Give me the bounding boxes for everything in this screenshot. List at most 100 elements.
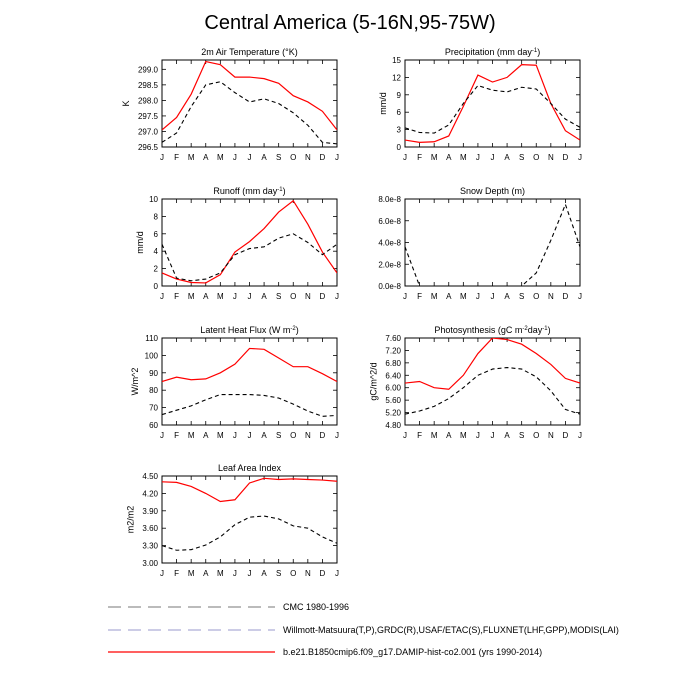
chart-panel: Precipitation (mm day-1)J F M A M J J A S O N D J036… — [378, 47, 582, 162]
model-series-line — [162, 199, 337, 284]
observed-series-line — [405, 202, 580, 286]
chart-panel: Snow Depth (m)J F M A M J J A S O N D J0.0e-82.0e-84… — [378, 186, 582, 301]
y-tick-label: 4.20 — [142, 489, 158, 498]
x-tick-label: M — [460, 292, 467, 301]
legend-label: b.e21.B1850cmip6.f09_g17.DAMIP-hist-co2.… — [283, 647, 542, 657]
x-tick-label: D — [320, 292, 326, 301]
y-tick-label: 299.0 — [138, 65, 159, 74]
x-tick-label: A — [261, 292, 267, 301]
panel-title: Leaf Area Index — [218, 463, 282, 473]
x-tick-label: J — [160, 292, 164, 301]
plot-frame — [404, 198, 581, 287]
x-tick-label: M — [217, 569, 224, 578]
x-tick-label: O — [290, 153, 296, 162]
x-tick-label: J — [578, 292, 582, 301]
y-tick-label: 2.0e-8 — [378, 260, 401, 269]
y-axis-label: mm/d — [378, 92, 388, 115]
x-tick-label: S — [276, 569, 281, 578]
y-axis-label: K — [121, 100, 131, 106]
y-tick-label: 6.80 — [385, 359, 401, 368]
x-tick-label: A — [261, 153, 267, 162]
x-tick-label: M — [460, 431, 467, 440]
x-tick-label: J — [335, 431, 339, 440]
x-tick-label: J — [160, 431, 164, 440]
y-tick-label: 3.90 — [142, 507, 158, 516]
x-tick-label: A — [446, 292, 452, 301]
x-tick-label: M — [188, 569, 195, 578]
x-tick-label: F — [417, 153, 422, 162]
x-tick-label: A — [261, 431, 267, 440]
legend-label: CMC 1980-1996 — [283, 602, 349, 612]
x-tick-label: A — [504, 431, 510, 440]
y-tick-label: 296.5 — [138, 143, 159, 152]
y-axis-label: gC/m^2/d — [369, 362, 379, 400]
y-tick-label: 297.5 — [138, 112, 159, 121]
x-tick-label: N — [548, 153, 554, 162]
panels: 2m Air Temperature (°K)J F M A M J J A S O N D J296.… — [121, 47, 582, 578]
y-tick-label: 0 — [397, 143, 402, 152]
y-tick-label: 8.0e-8 — [378, 195, 401, 204]
panel-title: Latent Heat Flux (W m-2) — [200, 325, 298, 335]
x-tick-label: A — [504, 292, 510, 301]
x-tick-label: J — [335, 569, 339, 578]
x-tick-label: J — [491, 292, 495, 301]
x-tick-label: A — [446, 153, 452, 162]
legend: CMC 1980-1996 Willmott-Matsuura(T,P),GRDC… — [108, 602, 619, 657]
y-tick-label: 110 — [145, 334, 158, 343]
x-tick-label: J — [335, 153, 339, 162]
x-tick-label: S — [519, 153, 524, 162]
x-tick-label: D — [563, 292, 569, 301]
y-tick-label: 2 — [154, 265, 159, 274]
panel-title: Photosynthesis (gC m-2day-1) — [434, 325, 550, 335]
x-tick-label: O — [290, 569, 296, 578]
x-tick-label: S — [276, 153, 281, 162]
y-tick-label: 297.0 — [138, 127, 159, 136]
x-tick-label: D — [563, 153, 569, 162]
x-tick-label: N — [548, 431, 554, 440]
y-tick-label: 3 — [397, 126, 402, 135]
x-tick-label: J — [248, 569, 252, 578]
y-tick-label: 6 — [397, 108, 402, 117]
plot-frame — [161, 475, 338, 564]
model-series-line — [405, 338, 580, 390]
x-tick-label: D — [563, 431, 569, 440]
x-tick-label: J — [160, 153, 164, 162]
x-tick-label: M — [460, 153, 467, 162]
x-tick-label: J — [248, 292, 252, 301]
y-tick-label: 12 — [392, 73, 401, 82]
panel-title: 2m Air Temperature (°K) — [201, 47, 297, 57]
x-tick-label: J — [233, 569, 237, 578]
y-tick-label: 298.5 — [138, 81, 159, 90]
y-tick-label: 100 — [145, 351, 159, 360]
x-tick-label: F — [174, 292, 179, 301]
model-series-line — [162, 60, 337, 131]
y-tick-label: 4.80 — [385, 421, 401, 430]
x-tick-label: N — [305, 292, 311, 301]
x-tick-label: D — [320, 431, 326, 440]
plot-frame — [404, 337, 581, 426]
x-tick-label: F — [417, 431, 422, 440]
x-tick-label: A — [203, 431, 209, 440]
y-tick-label: 15 — [392, 56, 401, 65]
x-tick-label: A — [203, 569, 209, 578]
x-tick-label: M — [188, 292, 195, 301]
x-tick-label: S — [519, 292, 524, 301]
y-tick-label: 0.0e-8 — [378, 282, 401, 291]
y-tick-label: 6 — [154, 230, 159, 239]
x-tick-label: A — [261, 569, 267, 578]
x-tick-label: M — [431, 153, 438, 162]
y-tick-label: 5.60 — [385, 396, 401, 405]
y-tick-label: 4.50 — [142, 472, 158, 481]
x-tick-label: J — [233, 153, 237, 162]
x-tick-label: S — [519, 431, 524, 440]
y-tick-label: 7.60 — [385, 334, 401, 343]
y-tick-label: 6.0e-8 — [378, 217, 401, 226]
observed-series-line — [162, 393, 337, 417]
y-tick-label: 3.30 — [142, 542, 158, 551]
x-tick-label: O — [533, 431, 539, 440]
y-tick-label: 90 — [149, 369, 158, 378]
x-tick-label: S — [276, 292, 281, 301]
y-tick-label: 6.00 — [385, 384, 401, 393]
x-tick-label: J — [491, 153, 495, 162]
